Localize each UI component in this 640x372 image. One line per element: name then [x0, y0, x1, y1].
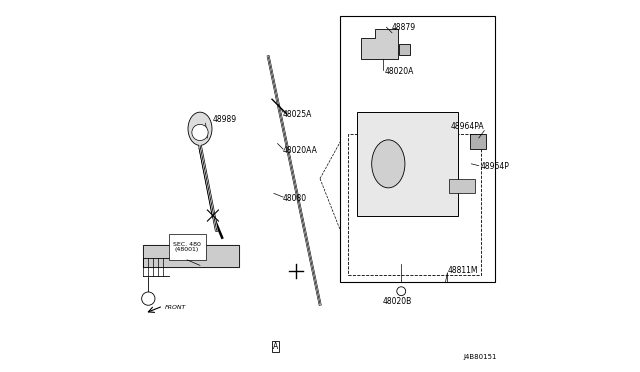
- Text: J4B80151: J4B80151: [464, 353, 497, 359]
- Text: 48025A: 48025A: [283, 109, 312, 119]
- Bar: [348, 134, 481, 275]
- Polygon shape: [143, 245, 239, 267]
- Text: A: A: [273, 342, 278, 351]
- Bar: [168, 234, 205, 260]
- Text: 48964P: 48964P: [481, 162, 509, 171]
- Text: 48080: 48080: [283, 195, 307, 203]
- Ellipse shape: [188, 112, 212, 145]
- Circle shape: [192, 124, 208, 141]
- Text: 48811M: 48811M: [447, 266, 478, 275]
- Text: 48989: 48989: [213, 115, 237, 124]
- Polygon shape: [357, 112, 458, 215]
- Circle shape: [141, 292, 155, 305]
- Polygon shape: [449, 179, 475, 193]
- Text: 48020AA: 48020AA: [283, 147, 318, 155]
- Polygon shape: [360, 29, 397, 59]
- Bar: [340, 16, 495, 282]
- Ellipse shape: [372, 140, 405, 188]
- Text: SEC. 480
(48001): SEC. 480 (48001): [173, 241, 201, 252]
- Text: FRONT: FRONT: [165, 305, 186, 310]
- Bar: [470, 134, 486, 149]
- Text: 48020A: 48020A: [385, 67, 414, 76]
- Text: 48020B: 48020B: [383, 297, 412, 306]
- Text: 48879: 48879: [392, 23, 416, 32]
- Bar: [399, 44, 410, 55]
- Text: A: A: [194, 128, 199, 137]
- Circle shape: [397, 287, 406, 296]
- Text: 48964PA: 48964PA: [451, 122, 484, 131]
